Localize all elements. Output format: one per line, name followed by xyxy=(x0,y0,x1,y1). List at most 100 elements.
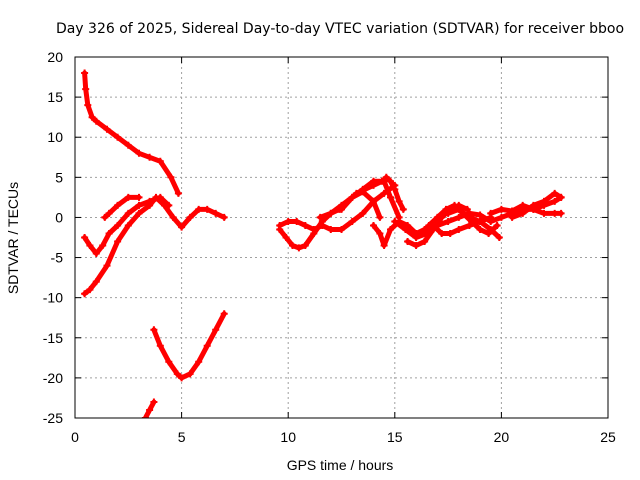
data-point xyxy=(284,218,292,225)
data-point xyxy=(146,153,154,161)
data-point xyxy=(557,209,565,217)
data-point xyxy=(105,230,113,237)
data-point xyxy=(497,205,505,213)
data-point xyxy=(508,207,516,215)
data-point xyxy=(150,326,158,334)
data-point xyxy=(276,222,284,229)
data-point xyxy=(103,125,111,133)
data-point xyxy=(81,69,89,77)
data-point xyxy=(551,189,559,197)
data-point xyxy=(135,209,143,217)
data-point xyxy=(114,238,122,245)
data-point xyxy=(376,213,384,221)
data-point xyxy=(404,238,412,245)
data-point xyxy=(124,222,132,229)
y-axis-label: SDTVAR / TECUs xyxy=(5,182,21,294)
data-point xyxy=(88,113,96,121)
data-point xyxy=(476,226,484,233)
data-point xyxy=(455,226,463,233)
data-point xyxy=(399,205,407,213)
data-point xyxy=(156,193,164,201)
data-point xyxy=(438,230,446,237)
data-point xyxy=(508,213,516,221)
data-point xyxy=(519,209,527,217)
data-point xyxy=(173,370,181,378)
y-tick-label: -25 xyxy=(43,410,63,426)
x-tick-label: 15 xyxy=(387,429,403,445)
data-point xyxy=(495,234,503,241)
data-point xyxy=(124,193,132,201)
y-tick-label: -10 xyxy=(43,290,63,306)
data-point xyxy=(114,133,122,141)
data-point xyxy=(105,209,113,217)
x-axis-label: GPS time / hours xyxy=(287,457,394,473)
data-point xyxy=(81,234,89,241)
data-point xyxy=(81,290,89,298)
data-point xyxy=(99,242,107,249)
data-point xyxy=(348,218,356,225)
data-point xyxy=(220,310,228,318)
data-point xyxy=(446,230,454,237)
data-point xyxy=(212,326,220,334)
data-point xyxy=(497,213,505,221)
data-point xyxy=(455,205,463,213)
data-point xyxy=(146,406,154,414)
y-tick-label: -15 xyxy=(43,330,63,346)
data-point xyxy=(165,201,173,209)
data-point xyxy=(338,226,345,233)
x-tick-label: 20 xyxy=(494,429,510,445)
x-tick-label: 5 xyxy=(178,429,186,445)
data-point xyxy=(146,197,154,205)
data-point xyxy=(391,181,399,189)
y-tick-label: 20 xyxy=(47,49,63,65)
data-point xyxy=(301,222,309,229)
data-point xyxy=(376,230,384,237)
data-point xyxy=(387,193,394,201)
series-layer xyxy=(81,69,565,418)
data-point xyxy=(295,244,303,252)
data-point xyxy=(114,201,122,209)
y-tick-label: 5 xyxy=(55,169,63,185)
tick-layer: 0 5 10 15 20 25 -25 -20 -15 -10 -5 0 5 10 15 20 xyxy=(43,49,616,445)
data-point xyxy=(318,222,326,229)
data-point xyxy=(370,177,377,185)
data-point xyxy=(86,286,94,294)
data-point xyxy=(387,177,394,185)
data-point xyxy=(487,209,495,217)
data-point xyxy=(203,205,211,213)
data-point xyxy=(433,213,441,221)
data-point xyxy=(150,398,158,406)
data-point xyxy=(370,197,377,205)
data-point xyxy=(421,238,429,245)
y-tick-label: 0 xyxy=(55,209,63,225)
data-point xyxy=(404,222,412,229)
data-point xyxy=(178,223,186,231)
data-point xyxy=(165,358,173,366)
data-point xyxy=(86,242,94,249)
plot-frame xyxy=(74,56,609,419)
data-point xyxy=(203,342,211,350)
data-point xyxy=(529,201,537,209)
data-point xyxy=(485,230,493,237)
data-point xyxy=(348,193,356,201)
data-point xyxy=(282,234,290,241)
data-point xyxy=(316,213,324,221)
data-point xyxy=(465,213,473,221)
data-point xyxy=(487,218,495,225)
data-point xyxy=(114,222,122,229)
data-point xyxy=(301,242,309,249)
data-point xyxy=(124,209,132,217)
data-point xyxy=(395,197,403,205)
data-point xyxy=(519,201,527,209)
data-point xyxy=(429,226,437,233)
data-point xyxy=(156,157,164,165)
data-point xyxy=(327,226,335,233)
data-point xyxy=(359,209,367,217)
data-point xyxy=(444,209,452,217)
data-point xyxy=(135,149,143,157)
data-point xyxy=(220,213,228,221)
data-point xyxy=(465,222,473,229)
data-point xyxy=(380,242,388,249)
